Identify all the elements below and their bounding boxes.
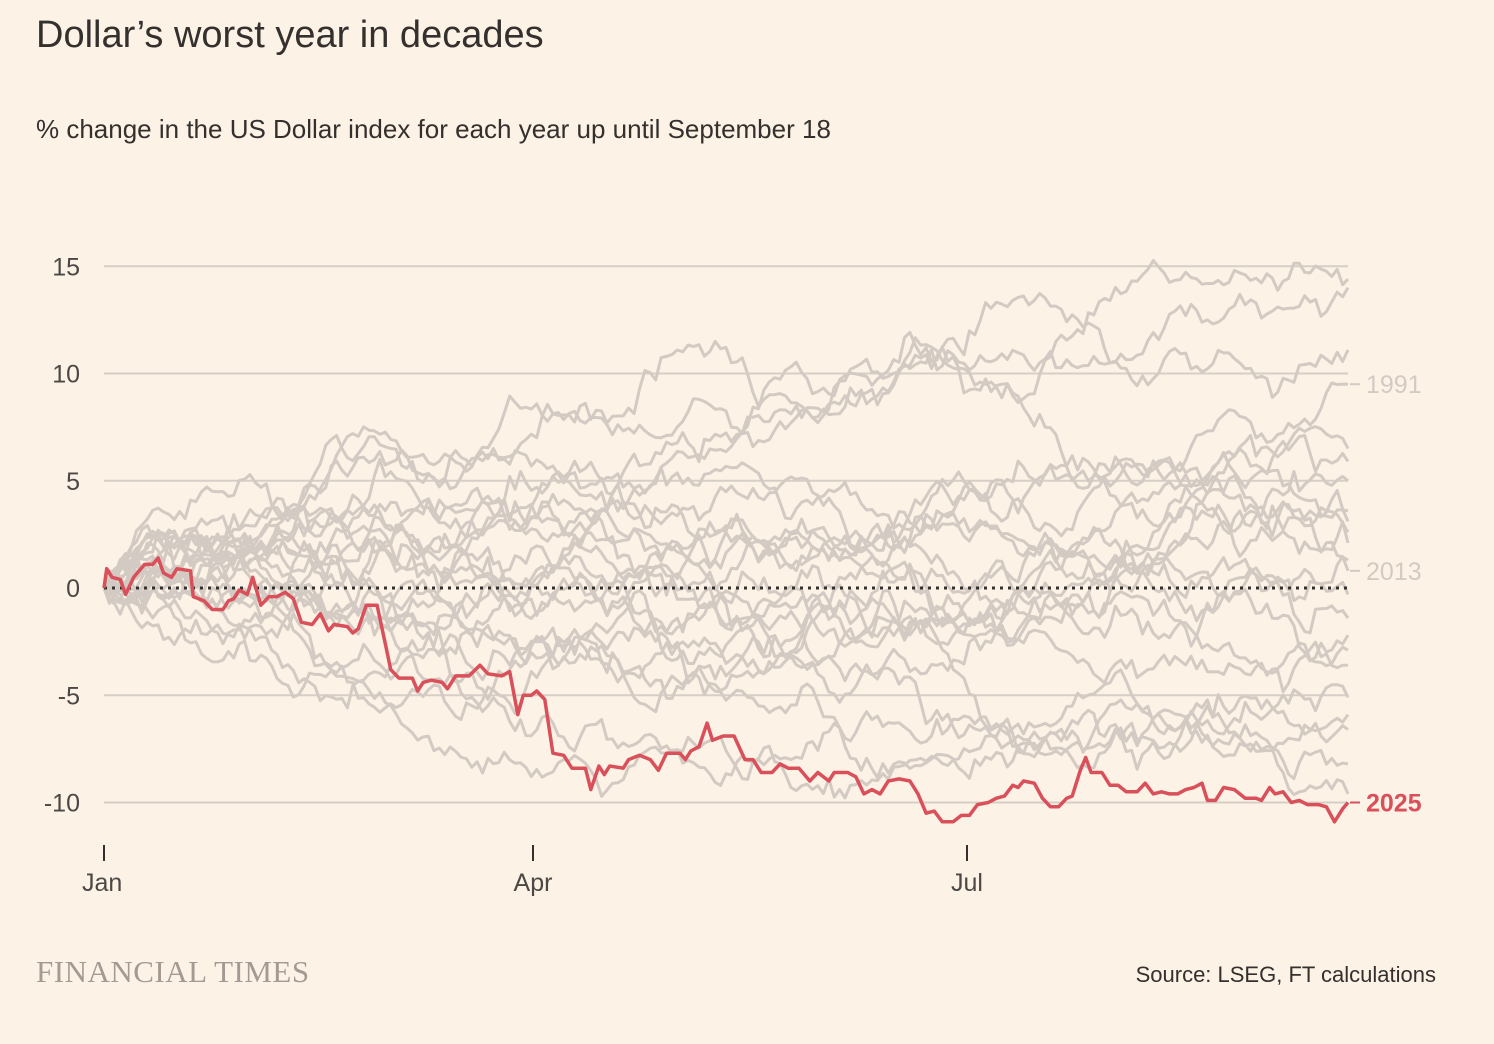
other-year-line <box>102 347 1350 594</box>
y-tick-label: -5 <box>58 682 80 710</box>
y-tick-label: -10 <box>44 790 80 818</box>
other-year-line <box>102 571 1349 800</box>
other-year-line <box>102 425 1350 610</box>
series-label-2025: 2025 <box>1366 790 1422 818</box>
source-note: Source: LSEG, FT calculations <box>1135 962 1436 987</box>
other-year-line <box>103 469 1349 607</box>
other-year-line <box>102 569 1349 685</box>
series-labels: 1991 2013 2025 <box>1350 371 1422 818</box>
x-tick-label: Jul <box>951 869 983 897</box>
chart-subtitle: % change in the US Dollar index for each… <box>36 114 831 144</box>
other-year-line <box>102 482 1350 663</box>
other-year-line <box>103 528 1350 797</box>
y-tick-label: 15 <box>52 253 80 281</box>
brand-logo: FINANCIAL TIMES <box>36 954 310 989</box>
series-label-2013: 2013 <box>1366 558 1422 586</box>
other-year-line <box>102 259 1350 620</box>
other-year-line <box>102 336 1350 589</box>
series-label-1991: 1991 <box>1366 371 1422 399</box>
highlight-line-layer <box>102 556 1350 824</box>
other-year-line <box>102 286 1350 589</box>
other-year-line <box>103 527 1350 666</box>
other-year-line <box>103 546 1350 642</box>
other-year-line <box>102 541 1349 781</box>
y-tick-label: 5 <box>66 468 80 496</box>
other-year-line <box>102 381 1349 591</box>
chart-title: Dollar’s worst year in decades <box>36 14 544 56</box>
y-tick-label: 0 <box>66 575 80 603</box>
other-year-line <box>103 554 1350 722</box>
gridlines: 15 10 5 0 -5 -10 <box>44 253 1348 818</box>
x-axis: Jan Apr Jul <box>82 845 983 897</box>
series-line-2025 <box>102 556 1350 824</box>
other-years-lines <box>102 259 1350 800</box>
y-tick-label: 10 <box>52 361 80 389</box>
x-tick-label: Apr <box>514 869 553 897</box>
other-year-line <box>103 504 1348 693</box>
x-tick-label: Jan <box>82 869 122 897</box>
